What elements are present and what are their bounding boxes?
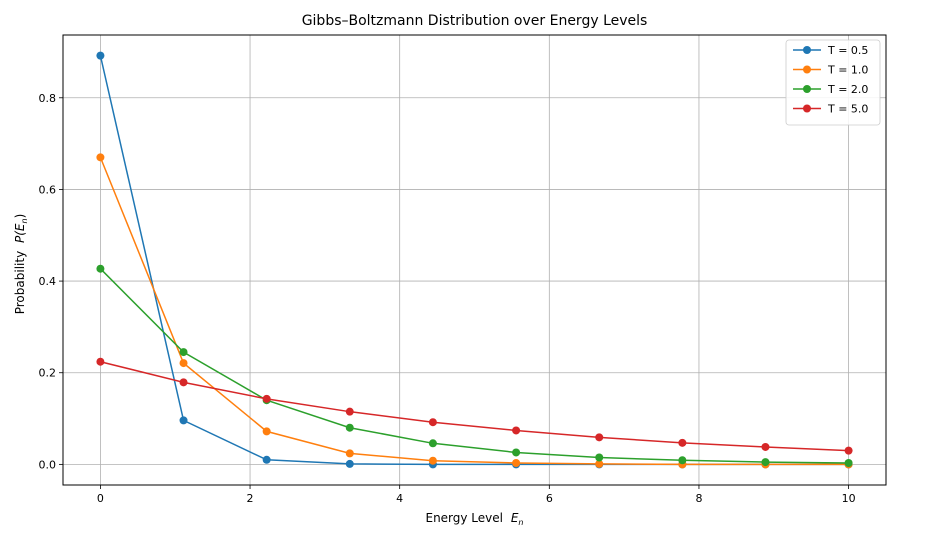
x-axis-title: Energy Level En xyxy=(425,511,523,527)
data-point xyxy=(595,433,604,442)
data-point xyxy=(844,446,853,455)
legend-label: T = 5.0 xyxy=(827,103,868,116)
data-point xyxy=(678,438,687,447)
y-axis-title-close: ) xyxy=(13,214,27,219)
legend-marker xyxy=(803,46,811,54)
data-point xyxy=(96,357,105,366)
y-axis-title-math: P(E xyxy=(13,223,27,243)
y-axis-title: Probability P(En) xyxy=(13,214,29,315)
legend-item: T = 5.0 xyxy=(793,103,868,116)
data-point xyxy=(262,427,271,436)
x-axis-title-sub: n xyxy=(518,518,523,527)
y-tick-label: 0.4 xyxy=(39,275,57,288)
data-point xyxy=(761,442,770,451)
legend-item: T = 1.0 xyxy=(793,64,868,77)
data-point xyxy=(262,394,271,403)
chart-title: Gibbs–Boltzmann Distribution over Energy… xyxy=(302,13,648,29)
data-point xyxy=(345,407,354,416)
legend-marker xyxy=(803,85,811,93)
data-point xyxy=(678,456,687,465)
y-tick-label: 0.2 xyxy=(39,367,57,380)
data-point xyxy=(595,453,604,462)
data-point xyxy=(262,455,271,464)
data-point xyxy=(179,416,188,425)
data-point xyxy=(96,51,105,60)
series-4 xyxy=(96,357,853,455)
data-point xyxy=(179,359,188,368)
legend-label: T = 0.5 xyxy=(827,44,868,57)
x-tick-label: 0 xyxy=(97,492,104,505)
legend: T = 0.5 T = 1.0 T = 2.0 T = 5.0 xyxy=(785,39,881,126)
data-point xyxy=(595,459,604,468)
plot-frame xyxy=(62,34,887,486)
x-axis-ticks: 0 2 4 6 8 10 xyxy=(97,485,856,505)
data-point xyxy=(96,264,105,273)
y-axis-title-text: Probability xyxy=(13,251,27,314)
legend-marker xyxy=(803,104,811,113)
y-tick-label: 0.0 xyxy=(39,458,57,471)
legend-box xyxy=(785,39,881,126)
data-point xyxy=(761,458,770,467)
data-point xyxy=(512,459,521,468)
legend-item: T = 2.0 xyxy=(793,83,868,96)
y-axis-ticks: 0.0 0.2 0.4 0.6 0.8 xyxy=(39,92,63,471)
data-point xyxy=(428,456,437,465)
data-point xyxy=(345,449,354,458)
y-axis-title-sub: n xyxy=(20,218,29,223)
x-axis-title-var: E xyxy=(511,511,519,525)
data-point xyxy=(345,423,354,432)
series-line xyxy=(100,361,849,452)
data-point xyxy=(428,439,437,448)
data-point xyxy=(428,418,437,427)
data-point xyxy=(512,448,521,457)
x-tick-label: 6 xyxy=(546,492,553,505)
x-tick-label: 8 xyxy=(695,492,702,505)
data-point xyxy=(179,348,188,357)
series-line xyxy=(99,268,849,464)
y-tick-label: 0.6 xyxy=(39,183,57,196)
legend-marker xyxy=(803,65,811,74)
x-tick-label: 10 xyxy=(842,492,856,505)
series-layer xyxy=(96,51,853,469)
y-tick-label: 0.8 xyxy=(39,92,57,105)
data-point xyxy=(96,153,105,162)
data-point xyxy=(345,459,354,468)
data-point xyxy=(179,378,188,387)
data-point xyxy=(512,426,521,435)
legend-label: T = 2.0 xyxy=(827,83,868,96)
series-line xyxy=(99,157,849,466)
x-axis-title-text: Energy Level xyxy=(425,511,503,525)
data-point xyxy=(844,459,853,468)
x-tick-label: 4 xyxy=(396,492,403,505)
x-tick-label: 2 xyxy=(247,492,254,505)
series-3 xyxy=(96,264,853,468)
legend-label: T = 1.0 xyxy=(827,64,868,77)
legend-item: T = 0.5 xyxy=(793,44,868,57)
